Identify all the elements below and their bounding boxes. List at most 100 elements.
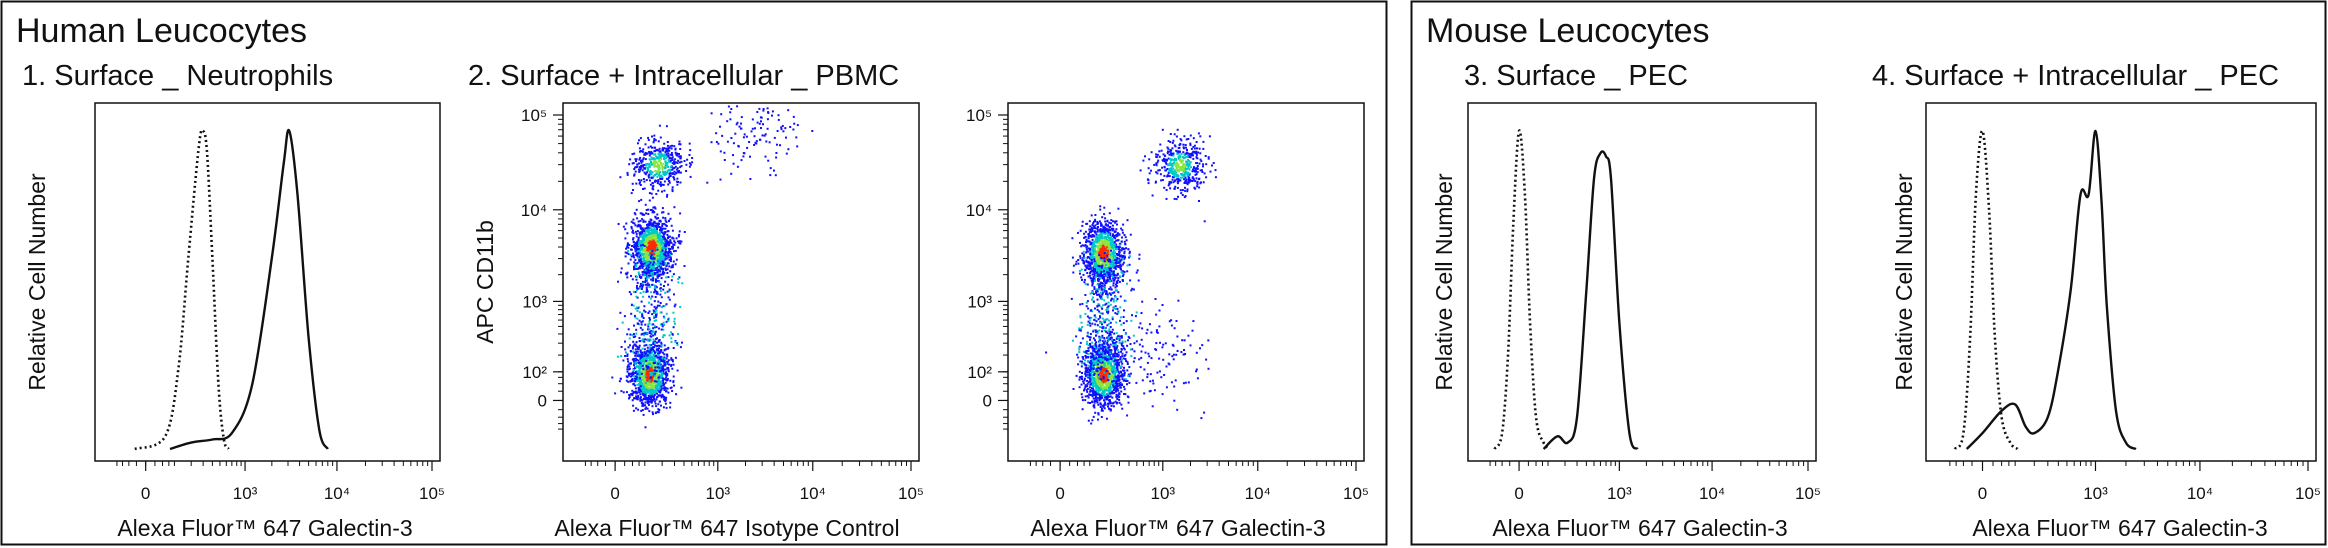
scatter-event [1089,368,1092,371]
scatter-event [646,234,649,236]
scatter-event [650,374,653,376]
scatter-event [636,163,639,166]
scatter-event [1111,373,1114,376]
scatter-event [678,242,681,244]
scatter-event [661,190,663,193]
scatter-event [647,355,650,358]
scatter-event [1082,257,1085,259]
scatter-event [646,276,649,279]
scatter-event [1094,411,1097,414]
scatter-event [628,291,631,293]
scatter-event [652,231,655,234]
scatter-event [647,397,649,399]
scatter-event [656,232,659,234]
scatter-event [647,339,650,342]
scatter-event [626,370,629,373]
scatter-event [1118,280,1121,283]
scatter-event [666,387,669,390]
scatter-event [635,295,638,298]
scatter-event [751,127,754,130]
scatter-event [638,274,641,277]
scatter-event [647,246,650,249]
scatter-event [1093,382,1096,385]
scatter-event [669,145,672,148]
scatter-event [642,360,645,362]
scatter-event [661,153,664,156]
scatter-event [761,134,764,137]
scatter-event [631,394,634,397]
scatter-event [654,402,657,405]
scatter-event [1091,347,1094,350]
scatter-event [632,162,635,165]
scatter-event [648,192,651,195]
scatter-event [665,390,667,393]
scatter-event [641,313,644,316]
scatter-event [647,146,650,149]
scatter-event [647,136,650,139]
scatter-event [651,377,654,380]
scatter-event [668,334,671,337]
scatter-event [652,263,654,266]
scatter-event [636,217,639,220]
scatter-event [658,394,661,397]
scatter-event [655,364,658,367]
scatter-event [647,213,650,215]
scatter-event [628,163,631,166]
scatter-event [652,256,655,259]
scatter-event [646,332,649,335]
scatter-event [660,385,663,387]
scatter-event [766,107,769,110]
scatter-event [1096,349,1099,352]
scatter-event [1091,228,1094,231]
scatter-event [1083,377,1086,380]
scatter-event [649,318,651,321]
scatter-event [642,402,644,405]
scatter-event [629,253,632,256]
scatter-event [1081,396,1084,399]
scatter-event [642,246,645,249]
scatter-event [639,252,642,255]
scatter-event [653,365,656,368]
scatter-event [669,401,672,404]
scatter-event [1105,361,1108,364]
scatter-event [663,142,666,145]
scatter-event [666,156,669,159]
scatter-event [1093,272,1096,275]
scatter-event [624,228,627,231]
scatter-event [1103,379,1106,382]
scatter-event [669,168,672,171]
scatter-event [1103,290,1106,293]
scatter-event [643,260,645,263]
scatter-event [636,165,639,168]
scatter-event [645,352,648,355]
scatter-event [719,178,722,181]
scatter-event [647,389,650,392]
scatter-event [630,225,633,228]
scatter-event [622,359,625,362]
scatter-event [652,279,655,282]
scatter-event [1093,378,1096,381]
scatter-event [654,355,657,357]
scatter-event [642,363,645,366]
scatter-event [1084,386,1087,388]
scatter-event [667,251,670,253]
human-panel-title: Human Leucocytes [16,12,307,50]
y-tick-label: 0 [983,391,992,410]
scatter-event [651,259,653,262]
scatter-event [654,311,657,314]
scatter-event [648,310,651,313]
scatter-event [654,389,657,392]
scatter-event [662,334,665,337]
scatter-event [641,230,644,233]
scatter-event [1086,382,1089,385]
scatter-event [646,262,648,265]
scatter-event [663,255,666,258]
scatter-event [1113,348,1116,351]
scatter-event [1113,375,1116,378]
scatter-event [659,136,662,139]
scatter-event [754,127,756,130]
scatter-event [656,175,659,178]
scatter-event [671,264,674,267]
scatter-event [1091,230,1094,233]
scatter-event [653,139,656,142]
